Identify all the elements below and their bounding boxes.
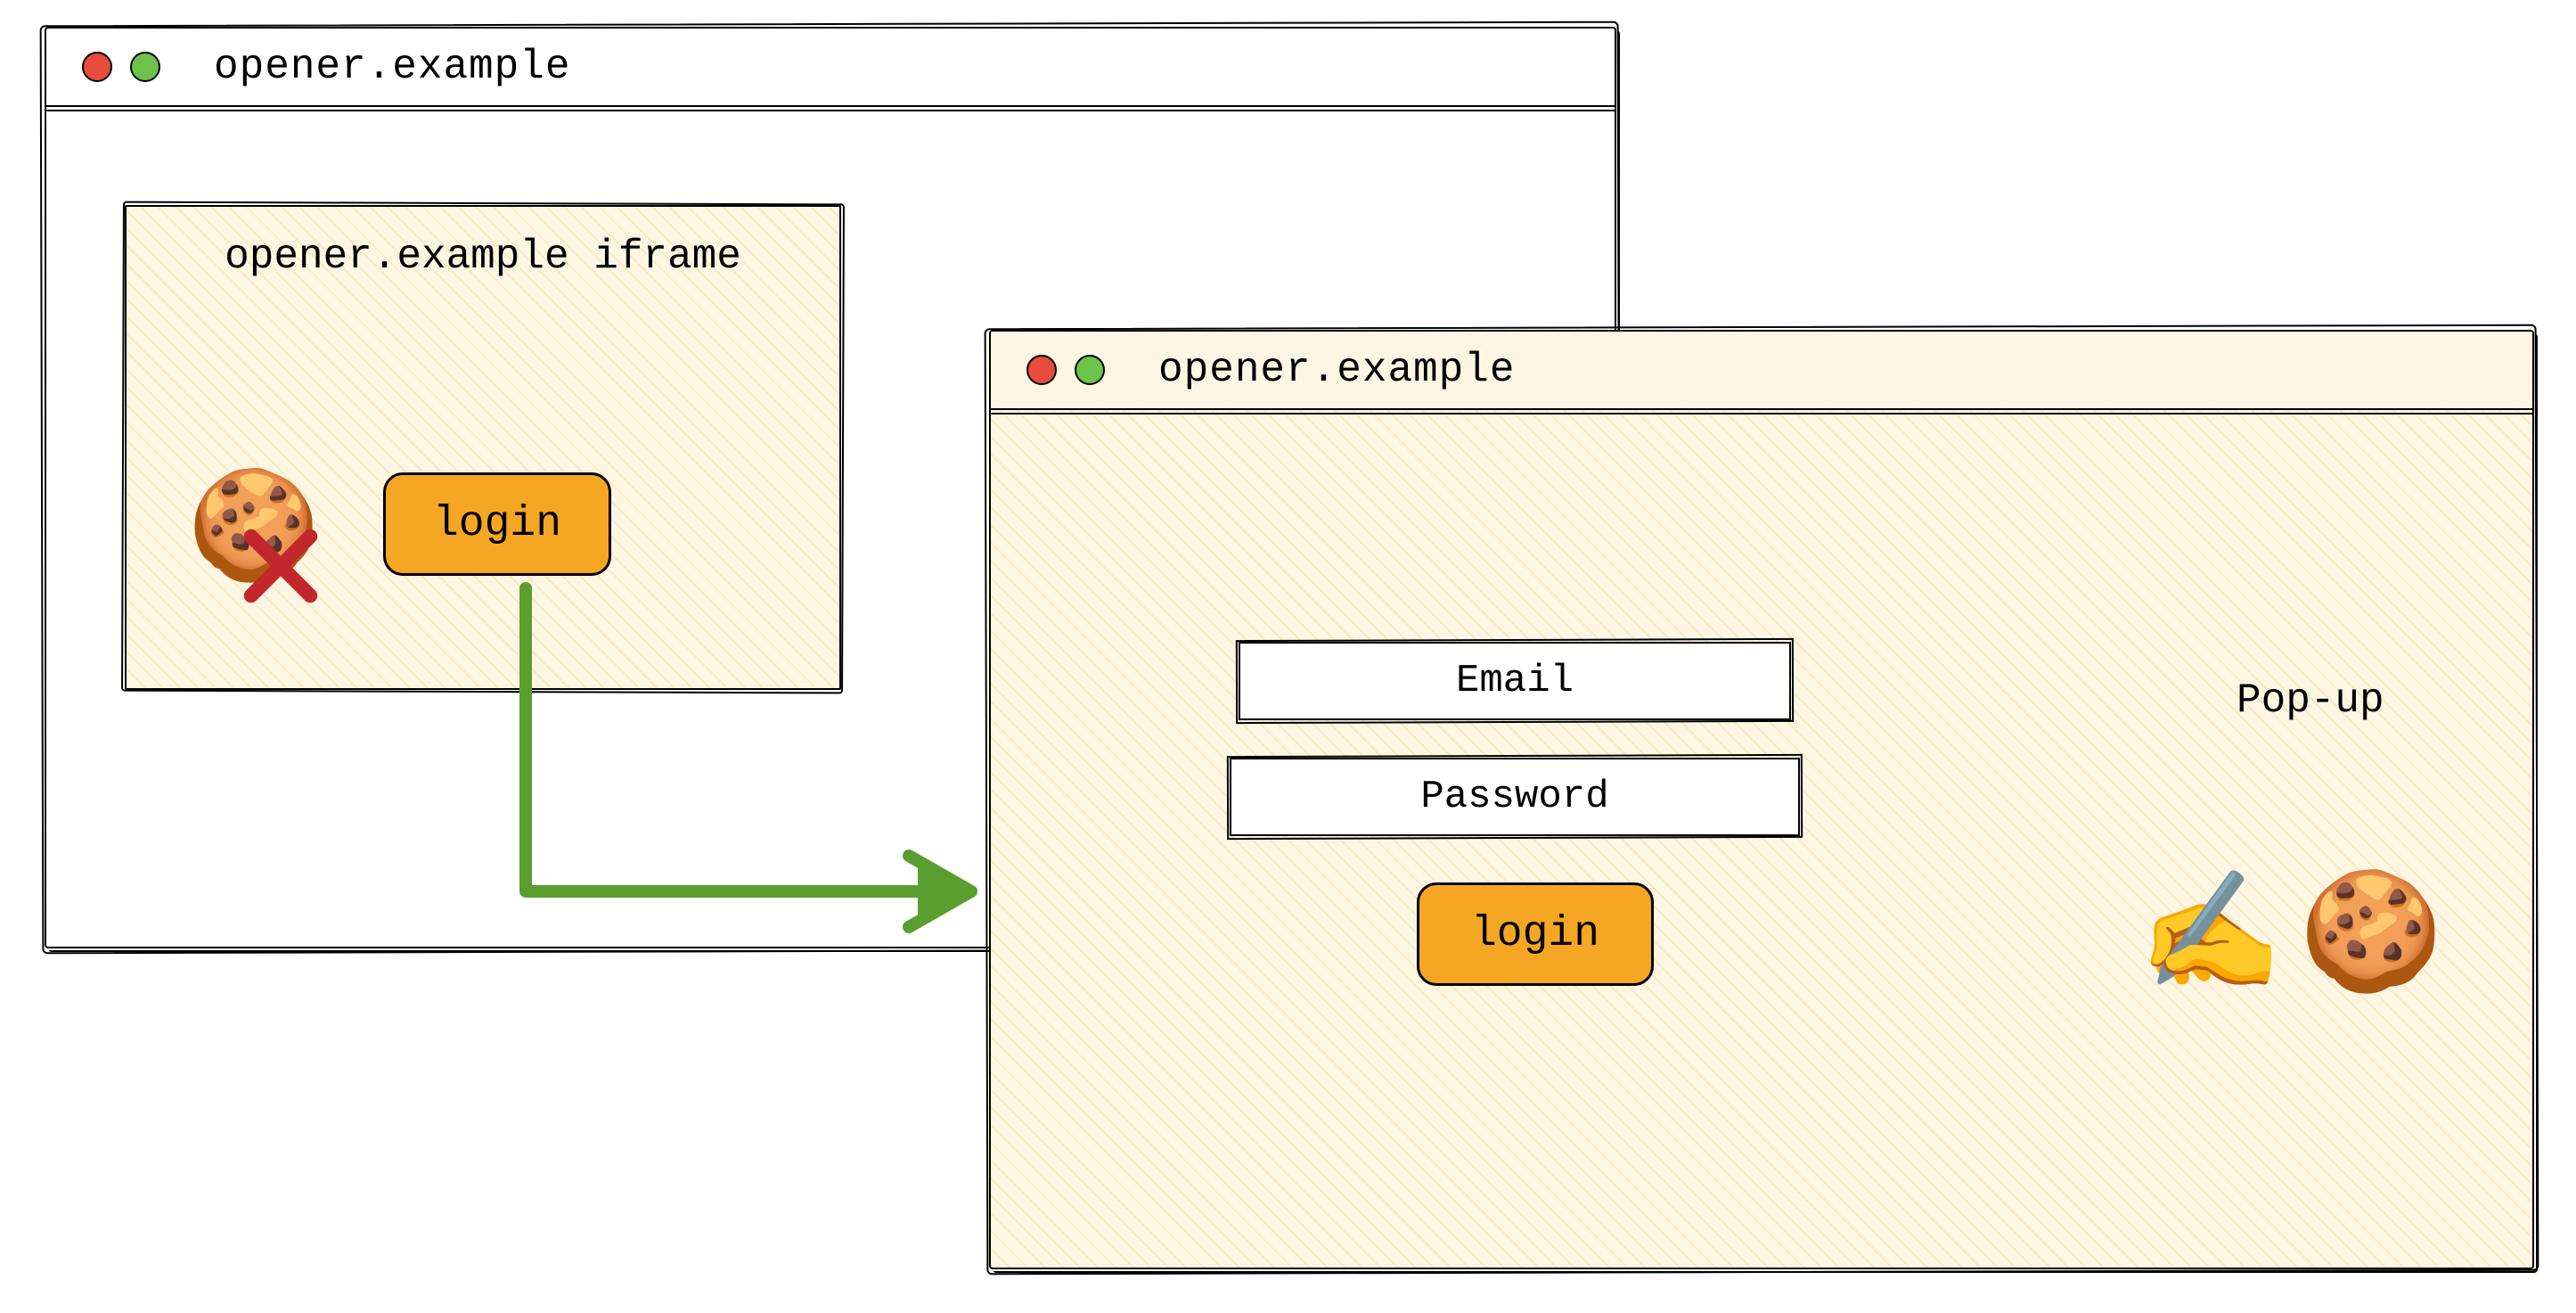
email-field-label: Email	[1456, 659, 1574, 703]
password-field[interactable]: Password	[1230, 758, 1800, 836]
popup-caption: Pop-up	[2237, 677, 2384, 724]
window-popup-title: opener.example	[1158, 347, 1515, 393]
cookie-set-icon: 🍪	[2299, 874, 2443, 989]
window-opener-titlebar: opener.example	[46, 29, 1615, 107]
iframe-panel: opener.example iframe	[125, 205, 841, 690]
diagram-canvas: opener.example opener.example iframe 🍪 l…	[0, 0, 2576, 1313]
traffic-light-close-icon[interactable]	[1026, 355, 1057, 385]
iframe-login-button-label: login	[433, 500, 561, 548]
iframe-caption: opener.example iframe	[127, 234, 839, 280]
email-field[interactable]: Email	[1239, 642, 1791, 720]
popup-login-button-label: login	[1471, 910, 1599, 958]
iframe-login-button[interactable]: login	[383, 472, 611, 576]
window-popup-titlebar: opener.example	[991, 332, 2532, 410]
window-opener-title: opener.example	[214, 44, 570, 90]
blocked-cross-icon	[241, 526, 321, 606]
password-field-label: Password	[1420, 775, 1608, 819]
writing-hand-icon: ✍️	[2138, 874, 2283, 989]
traffic-light-minimize-icon[interactable]	[1075, 355, 1105, 385]
traffic-light-minimize-icon[interactable]	[130, 52, 160, 82]
traffic-light-close-icon[interactable]	[82, 52, 112, 82]
popup-login-button[interactable]: login	[1417, 882, 1654, 986]
